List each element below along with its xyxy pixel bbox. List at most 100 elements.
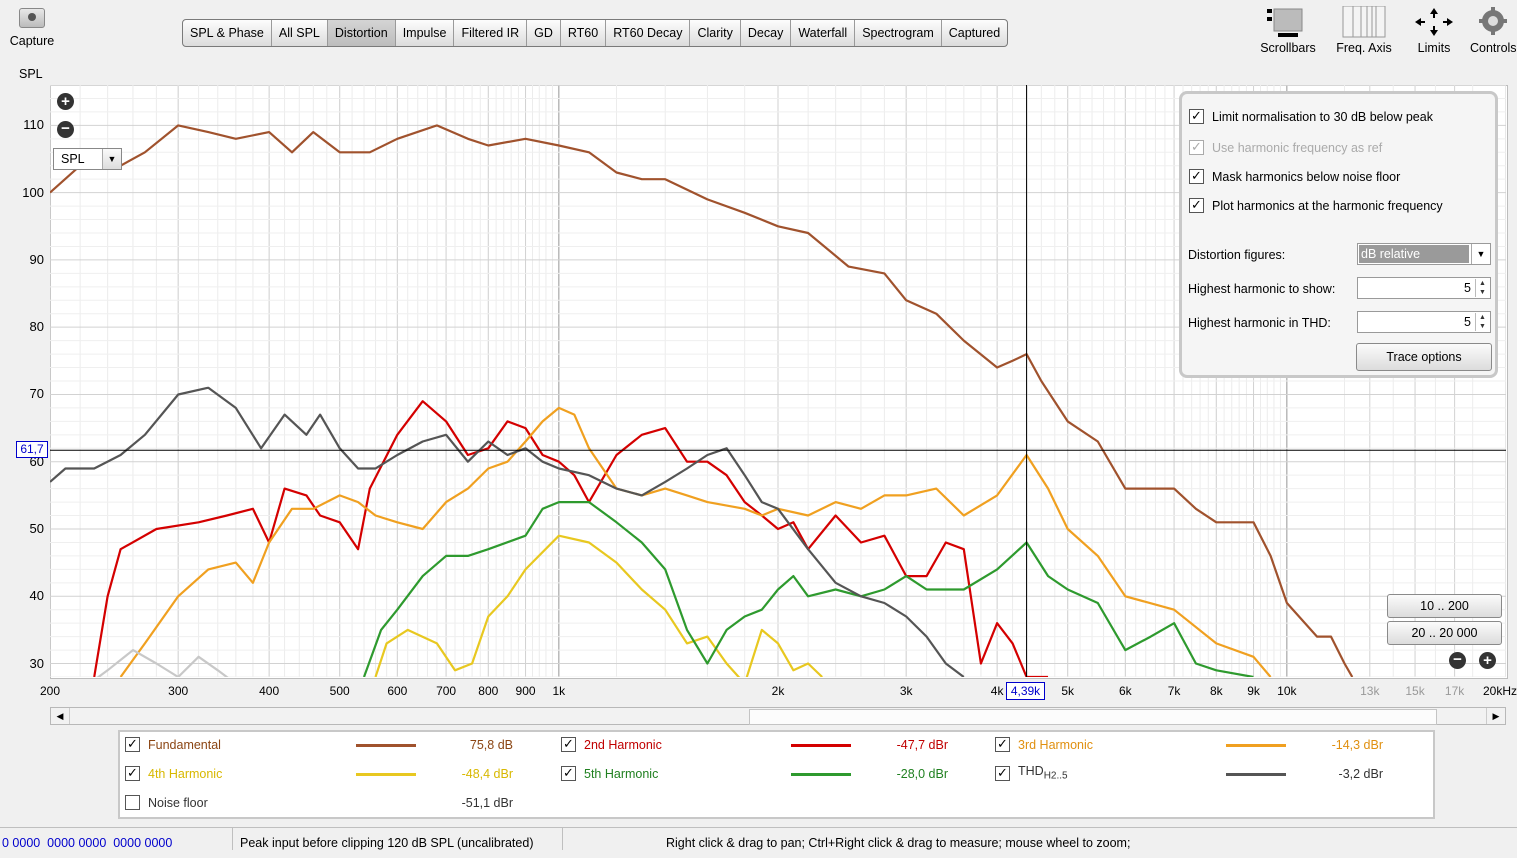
plot-harmonics-checkbox[interactable]: ✓ [1189,198,1204,213]
x-tick-label: 6k [1119,684,1132,698]
series-2nd-harmonic [94,401,1048,677]
tab-decay[interactable]: Decay [741,20,792,46]
spl-mode-select[interactable]: SPL ▼ [53,148,122,170]
scrollbars-button[interactable]: Scrollbars [1254,6,1322,55]
y-tick-label: 30 [29,655,44,671]
highest-thd-input[interactable]: 5 ▲ ▼ [1357,311,1491,333]
2nd-harmonic-checkbox[interactable]: ✓ [561,737,576,752]
scroll-right-arrow-icon[interactable]: ▶ [1486,708,1505,724]
zoom-in-y-icon[interactable]: + [1479,652,1496,669]
5th-harmonic-value: -28,0 dBr [896,767,948,781]
tab-impulse[interactable]: Impulse [396,20,455,46]
limits-button[interactable]: Limits [1404,6,1464,55]
noise-floor-value: -51,1 dBr [461,796,513,810]
distortion-figures-value: dB relative [1359,245,1469,263]
highest-show-label: Highest harmonic to show: [1188,282,1336,296]
x-tick-label: 17k [1444,684,1465,698]
cursor-x-readout: 4,39k [1006,682,1045,700]
view-tabs: SPL & Phase All SPL Distortion Impulse Filte… [182,19,1009,47]
distortion-figures-select[interactable]: dB relative ▼ [1357,243,1491,265]
4th-harmonic-swatch [356,773,416,776]
zoom-out-icon[interactable]: − [57,121,74,138]
highest-show-value: 5 [1464,281,1471,295]
peak-input-text: Peak input before clipping 120 dB SPL (u… [240,836,534,850]
controls-label: Controls [1470,41,1517,55]
x-tick-label: 1k [552,684,566,698]
highest-thd-value: 5 [1464,315,1471,329]
series-thd [50,388,964,677]
highest-show-spinner[interactable]: ▲ ▼ [1475,279,1489,297]
tab-waterfall[interactable]: Waterfall [791,20,856,46]
2nd-harmonic-name: 2nd Harmonic [584,738,662,752]
3rd-harmonic-name: 3rd Harmonic [1018,738,1094,752]
5th-harmonic-checkbox[interactable]: ✓ [561,766,576,781]
tab-distortion[interactable]: Distortion [327,20,396,46]
controls-button[interactable]: Controls [1466,6,1517,55]
y-tick-label: 40 [29,588,44,604]
range-10-200-button[interactable]: 10 .. 200 [1387,594,1502,618]
y-tick-label: 100 [22,184,44,200]
4th-harmonic-checkbox[interactable]: ✓ [125,766,140,781]
thd-value: -3,2 dBr [1338,767,1383,781]
5th-harmonic-swatch [791,773,851,776]
y-axis-title: SPL [19,67,43,81]
limits-label: Limits [1417,41,1451,55]
tab-spl-phase[interactable]: SPL & Phase [183,20,272,46]
x-tick-label: 700 [436,684,457,698]
series-noise-floor [80,650,236,677]
spl-mode-value: SPL [61,152,85,166]
x-tick-label: 10k [1277,684,1297,698]
y-tick-label: 90 [29,251,44,267]
scrollbar-thumb[interactable] [749,709,1437,725]
x-tick-label: 400 [259,684,280,698]
capture-button[interactable]: Capture [6,8,58,48]
x-tick-label: 800 [478,684,499,698]
trace-legend: ✓ Fundamental 75,8 dB ✓ 2nd Harmonic -47… [118,730,1435,819]
distortion-figures-label: Distortion figures: [1188,248,1286,262]
thd-checkbox[interactable]: ✓ [995,766,1010,781]
highest-show-input[interactable]: 5 ▲ ▼ [1357,277,1491,299]
tab-spectrogram[interactable]: Spectrogram [855,20,942,46]
horizontal-scrollbar[interactable]: ◀ ▶ [50,707,1506,725]
tab-all-spl[interactable]: All SPL [272,20,328,46]
tab-filtered-ir[interactable]: Filtered IR [454,20,528,46]
tab-captured[interactable]: Captured [948,26,1001,40]
zoom-in-icon[interactable]: + [57,93,74,110]
fundamental-name: Fundamental [148,738,221,752]
thd-label: THD [1018,764,1044,778]
highest-thd-spinner[interactable]: ▲ ▼ [1475,313,1489,331]
mask-harmonics-checkbox[interactable]: ✓ [1189,169,1204,184]
freq-axis-button[interactable]: Freq. Axis [1330,5,1398,55]
2nd-harmonic-swatch [791,744,851,747]
x-tick-label: 500 [329,684,350,698]
zoom-out-y-icon[interactable]: − [1449,652,1466,669]
y-tick-label: 110 [23,117,44,133]
status-bar: 0 0000 0000 0000 0000 0000 Peak input be… [0,827,1517,850]
series-4th-harmonic [376,536,823,677]
plot-harmonics-label: Plot harmonics at the harmonic frequency [1212,199,1443,213]
y-tick-label: 80 [29,319,44,335]
tab-rt60[interactable]: RT60 [561,20,607,46]
fundamental-checkbox[interactable]: ✓ [125,737,140,752]
tab-rt60-decay[interactable]: RT60 Decay [606,20,691,46]
limit-normalisation-checkbox[interactable]: ✓ [1189,109,1204,124]
status-divider [562,828,563,850]
status-divider [232,828,233,850]
range-20-20000-button[interactable]: 20 .. 20 000 [1387,621,1502,645]
chevron-down-icon: ▼ [102,149,121,169]
3rd-harmonic-swatch [1226,744,1286,747]
cursor-y-readout: 61,7 [16,441,48,458]
scroll-left-arrow-icon[interactable]: ◀ [51,708,70,724]
use-harmonic-freq-label: Use harmonic frequency as ref [1212,141,1383,155]
4th-harmonic-name: 4th Harmonic [148,767,223,781]
noise-floor-checkbox[interactable] [125,795,140,810]
3rd-harmonic-value: -14,3 dBr [1331,738,1383,752]
tab-clarity[interactable]: Clarity [690,20,741,46]
series-fundamental [50,125,1352,677]
freq-axis-icon [1342,5,1386,38]
x-tick-label: 300 [168,684,189,698]
3rd-harmonic-checkbox[interactable]: ✓ [995,737,1010,752]
tab-gd[interactable]: GD [527,20,561,46]
y-tick-label: 70 [29,386,44,402]
trace-options-button[interactable]: Trace options [1356,343,1492,371]
